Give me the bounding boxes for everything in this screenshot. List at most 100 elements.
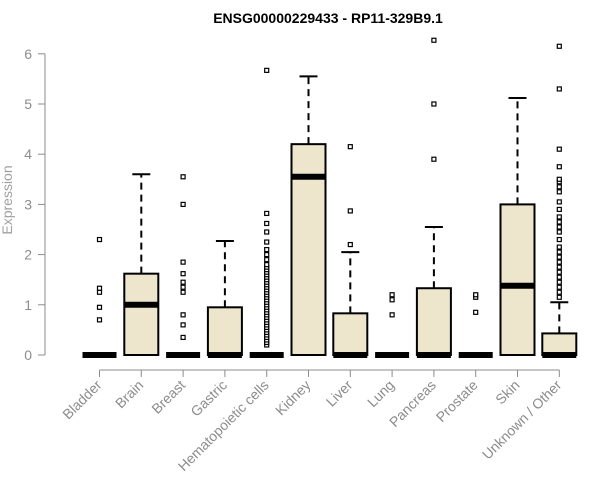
outlier-point (556, 264, 562, 270)
outlier-point (556, 176, 562, 182)
outlier-point (556, 189, 562, 195)
box-iqr (332, 312, 369, 357)
box-bladder (82, 236, 117, 358)
outlier-point (389, 292, 395, 298)
outlier-point (556, 86, 562, 92)
outlier-point (556, 184, 562, 190)
outlier-point (96, 289, 103, 295)
outlier-point (556, 244, 562, 250)
y-axis: 0 1 2 3 4 5 6 (24, 46, 46, 363)
outlier-point (264, 257, 270, 263)
y-tick-label: 1 (24, 297, 32, 313)
outlier-point (556, 294, 562, 300)
box-iqr (415, 287, 452, 357)
box-iqr (123, 272, 160, 356)
outlier-point (180, 284, 186, 290)
outlier-point (264, 67, 270, 73)
outlier-point (96, 304, 103, 310)
outlier-point (180, 322, 186, 328)
box-pancreas (415, 37, 452, 358)
x-tick-label: Skin (492, 377, 523, 408)
box-gastric (206, 240, 243, 358)
outlier-point (556, 224, 562, 230)
outlier-point (556, 279, 562, 285)
outlier-point (556, 249, 562, 255)
box-liver (332, 144, 369, 358)
outlier-point (473, 292, 479, 298)
outlier-point (389, 297, 395, 303)
outlier-point (556, 43, 562, 49)
outlier-point (180, 334, 186, 341)
outlier-point (264, 229, 270, 235)
box-iqr (206, 306, 243, 356)
box-iqr (499, 203, 536, 356)
outlier-point (556, 289, 562, 295)
outlier-point (556, 219, 562, 225)
box-lung (375, 292, 410, 358)
box-skin (499, 96, 536, 356)
outlier-point (556, 199, 562, 205)
outlier-point (347, 241, 353, 248)
outlier-point (264, 210, 270, 217)
y-tick-label: 2 (24, 247, 32, 263)
y-tick-label: 6 (24, 46, 32, 62)
outlier-point (264, 252, 270, 258)
box-breast (166, 174, 201, 358)
outlier-point (556, 236, 562, 243)
outlier-point (347, 144, 353, 150)
y-axis-label: Expression (0, 165, 15, 234)
outlier-point (180, 259, 186, 265)
x-tick-label: Brain (112, 377, 146, 411)
outlier-point (431, 156, 437, 162)
outlier-point (556, 254, 562, 260)
x-tick-label: Liver (323, 377, 356, 410)
outlier-point (473, 309, 479, 315)
outlier-point (556, 259, 562, 265)
box-hematopoietic-cells (249, 67, 284, 358)
outlier-point (556, 164, 562, 170)
outlier-point (180, 201, 186, 207)
outlier-point (264, 239, 270, 245)
y-tick-label: 4 (24, 146, 32, 162)
outlier-point (431, 37, 437, 43)
outlier-point (180, 289, 186, 295)
box-prostate (458, 292, 493, 358)
x-tick-label: Prostate (433, 377, 481, 425)
outlier-point (556, 284, 562, 290)
outlier-point (556, 269, 562, 275)
box-unknown-other (541, 43, 578, 358)
outlier-point (96, 236, 103, 243)
outlier-point (180, 312, 186, 318)
box-iqr (541, 332, 578, 357)
y-tick-label: 5 (24, 96, 32, 112)
outlier-point (556, 274, 562, 280)
outlier-point (556, 214, 562, 220)
box-brain (123, 173, 160, 356)
y-tick-label: 3 (24, 196, 32, 212)
outlier-point (264, 262, 270, 268)
box-kidney (290, 75, 327, 356)
outlier-point (264, 246, 270, 253)
outlier-point (389, 312, 395, 318)
outlier-point (347, 208, 353, 214)
outlier-point (180, 279, 186, 285)
outlier-point (96, 285, 103, 291)
plot-area (82, 37, 578, 358)
outlier-point (556, 146, 562, 152)
chart-title: ENSG00000229433 - RP11-329B9.1 (213, 10, 443, 26)
x-tick-label: Bladder (59, 377, 105, 423)
outlier-point (96, 317, 103, 323)
x-tick-label: Breast (148, 377, 188, 417)
x-tick-label: Kidney (272, 377, 314, 419)
outlier-point (431, 101, 437, 107)
outlier-point (180, 174, 186, 180)
x-tick-label: Unknown / Other (479, 377, 565, 463)
outlier-point (264, 220, 270, 227)
outlier-point (180, 271, 186, 277)
outlier-point (556, 206, 562, 213)
y-tick-label: 0 (24, 347, 32, 363)
outlier-point (556, 229, 562, 235)
x-tick-label: Lung (364, 377, 397, 410)
